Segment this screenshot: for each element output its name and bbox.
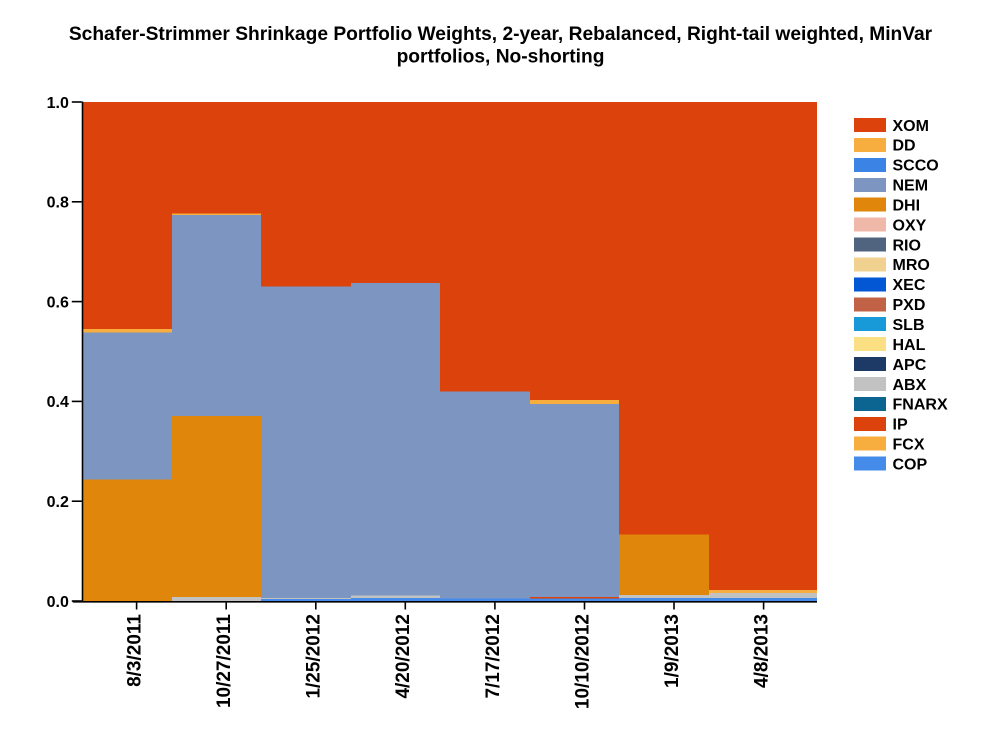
- svg-text:NEM: NEM: [893, 178, 929, 195]
- svg-text:4/20/2012: 4/20/2012: [393, 614, 414, 699]
- svg-text:PXD: PXD: [893, 297, 926, 314]
- svg-text:FCX: FCX: [893, 437, 925, 454]
- svg-text:1/9/2013: 1/9/2013: [662, 614, 683, 688]
- svg-text:XEC: XEC: [893, 277, 926, 294]
- svg-text:FNARX: FNARX: [893, 397, 948, 414]
- svg-text:HAL: HAL: [893, 337, 926, 354]
- svg-text:8/3/2011: 8/3/2011: [125, 614, 146, 687]
- svg-text:7/17/2012: 7/17/2012: [483, 614, 504, 699]
- svg-text:OXY: OXY: [893, 217, 927, 234]
- svg-text:ABX: ABX: [893, 377, 927, 394]
- svg-text:SLB: SLB: [893, 317, 925, 334]
- svg-text:0.8: 0.8: [47, 195, 69, 212]
- svg-text:1/25/2012: 1/25/2012: [304, 614, 325, 699]
- svg-text:COP: COP: [893, 456, 928, 473]
- svg-text:SCCO: SCCO: [893, 158, 939, 175]
- svg-text:RIO: RIO: [893, 237, 921, 254]
- svg-text:0.2: 0.2: [47, 494, 69, 511]
- svg-text:10/10/2012: 10/10/2012: [572, 614, 593, 709]
- svg-text:10/27/2011: 10/27/2011: [214, 614, 235, 708]
- svg-text:APC: APC: [893, 357, 927, 374]
- svg-text:0.6: 0.6: [47, 294, 69, 311]
- svg-text:DHI: DHI: [893, 198, 921, 215]
- svg-text:DD: DD: [893, 138, 916, 155]
- svg-text:portfolios, No-shorting: portfolios, No-shorting: [397, 46, 605, 67]
- svg-text:0.4: 0.4: [47, 394, 69, 411]
- svg-text:MRO: MRO: [893, 257, 930, 274]
- svg-text:4/8/2013: 4/8/2013: [752, 614, 773, 688]
- svg-text:IP: IP: [893, 417, 908, 434]
- svg-text:1.0: 1.0: [47, 95, 69, 112]
- svg-text:Schafer-Strimmer Shrinkage Por: Schafer-Strimmer Shrinkage Portfolio Wei…: [69, 24, 933, 45]
- svg-text:0.0: 0.0: [47, 594, 69, 611]
- svg-text:XOM: XOM: [893, 118, 929, 135]
